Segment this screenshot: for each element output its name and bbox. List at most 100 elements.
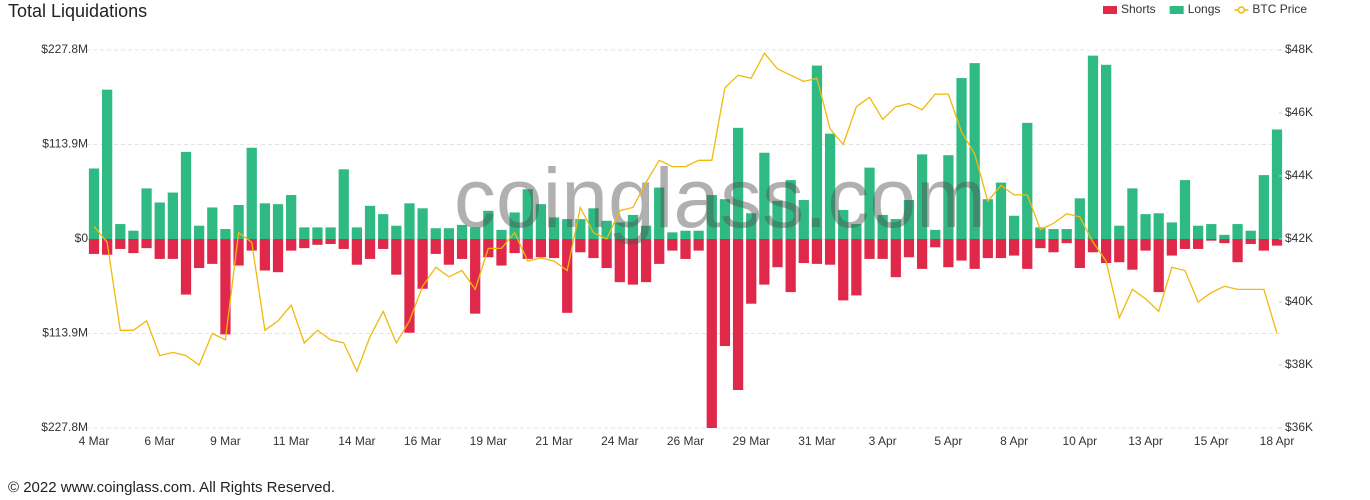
bar — [470, 227, 481, 239]
bar — [877, 214, 888, 239]
bar — [417, 208, 428, 239]
bar — [154, 239, 165, 259]
x-tick-label: 5 Apr — [934, 434, 962, 448]
bar — [562, 219, 573, 239]
bar — [351, 239, 363, 265]
bar — [798, 200, 809, 239]
y-tick-label: $113.9M — [42, 137, 88, 151]
bar — [877, 239, 888, 259]
bar — [430, 228, 441, 239]
x-tick-label: 29 Mar — [733, 434, 770, 448]
bar — [1127, 239, 1138, 270]
lines — [93, 52, 1278, 373]
bar — [1114, 225, 1125, 239]
bar — [535, 204, 547, 239]
y2-tick-label: $48K — [1285, 42, 1313, 56]
bar — [1179, 239, 1191, 249]
axes: $227.8M $113.9M $0 $113.9M $227.8M $36K $38K $4… — [41, 42, 1313, 448]
bar — [1074, 198, 1085, 239]
bar — [693, 239, 704, 251]
bar — [732, 239, 744, 391]
y2-tick-label: $46K — [1285, 105, 1313, 119]
watermark: coinglass.com — [454, 151, 986, 245]
bar — [391, 225, 402, 239]
x-tick-label: 10 Apr — [1062, 434, 1097, 448]
legend-swatch — [1103, 6, 1117, 14]
bar — [364, 205, 376, 239]
bar — [1127, 188, 1138, 239]
y-tick-label: $0 — [75, 231, 89, 245]
bar — [128, 230, 139, 239]
bar — [167, 239, 178, 259]
bar — [1074, 239, 1085, 269]
bar — [194, 239, 205, 269]
bar — [325, 227, 336, 239]
bar — [128, 239, 139, 254]
bar — [115, 224, 126, 239]
price-line — [93, 52, 1278, 373]
bar — [772, 239, 783, 268]
bar — [1219, 239, 1230, 244]
bar — [824, 239, 836, 265]
bar — [246, 147, 257, 239]
bar — [916, 154, 928, 239]
bar — [614, 239, 625, 283]
bar — [575, 219, 586, 239]
bar — [299, 239, 310, 249]
bar — [667, 239, 678, 251]
x-tick-label: 3 Apr — [869, 434, 897, 448]
bar — [548, 217, 560, 239]
bar — [982, 239, 993, 259]
bar — [1179, 180, 1191, 239]
bar — [548, 239, 560, 259]
bar — [1193, 239, 1204, 249]
bar — [443, 239, 455, 265]
bar — [838, 239, 849, 301]
bar — [1048, 239, 1059, 253]
x-tick-label: 15 Apr — [1194, 434, 1229, 448]
bar — [1114, 239, 1125, 263]
bar — [654, 187, 665, 239]
bar — [378, 239, 389, 249]
x-tick-label: 14 Mar — [338, 434, 375, 448]
y-tick-label: $227.8M — [41, 420, 88, 434]
bar — [1232, 224, 1243, 239]
bar — [838, 209, 849, 239]
y2-tick-label: $40K — [1285, 294, 1313, 308]
y-tick-label: $227.8M — [41, 42, 88, 56]
bar — [969, 63, 980, 239]
legend-label: Longs — [1188, 2, 1221, 16]
bar — [956, 239, 967, 261]
bar — [759, 239, 770, 285]
bar — [1219, 234, 1230, 239]
bar — [233, 204, 244, 239]
bar — [286, 195, 297, 239]
bar — [1271, 239, 1283, 246]
bar — [417, 239, 428, 289]
bar — [864, 167, 875, 239]
bar — [772, 200, 783, 239]
bar — [654, 239, 665, 264]
y2-tick-label: $38K — [1285, 357, 1313, 371]
bar — [1153, 213, 1164, 239]
bar — [522, 239, 533, 259]
bar — [956, 78, 967, 239]
bar — [1008, 239, 1020, 256]
bar — [693, 230, 704, 239]
bar — [220, 239, 231, 335]
bar — [338, 169, 349, 239]
bar — [1140, 239, 1151, 251]
x-tick-label: 13 Apr — [1128, 434, 1163, 448]
bar — [522, 189, 533, 239]
legend-item: Longs — [1169, 2, 1221, 16]
legend-swatch — [1169, 6, 1184, 14]
x-tick-label: 16 Mar — [404, 434, 441, 448]
x-tick-label: 6 Mar — [144, 434, 175, 448]
bar — [1061, 239, 1072, 244]
legend: Shorts Longs BTC Price — [1103, 2, 1307, 16]
bar — [456, 224, 468, 239]
bar — [272, 239, 284, 273]
bar — [667, 232, 678, 239]
bar — [312, 227, 323, 239]
bar — [640, 239, 652, 283]
